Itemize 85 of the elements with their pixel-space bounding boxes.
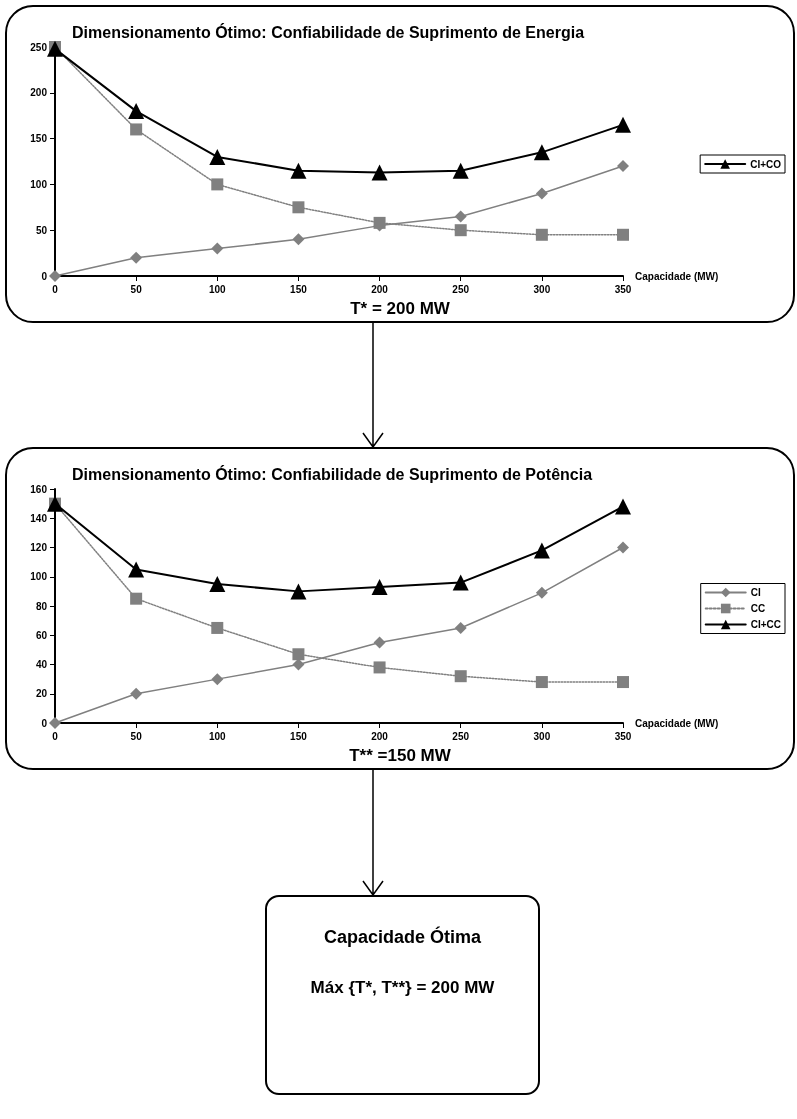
- chart-title: Dimensionamento Ótimo: Confiabilidade de Suprimento de Energia: [72, 22, 585, 41]
- point: [371, 578, 388, 595]
- point: [211, 178, 224, 191]
- x-tick-label: 0: [52, 283, 59, 295]
- point: [128, 561, 145, 578]
- x-tick-label: 0: [52, 730, 59, 742]
- x-tick-label: 100: [208, 730, 227, 742]
- y-tick-label: 60: [35, 629, 48, 641]
- point: [452, 574, 469, 591]
- point: [535, 228, 548, 241]
- x-tick-label: 300: [533, 283, 551, 295]
- point: [373, 661, 386, 674]
- x-tick-label: 350: [614, 283, 632, 295]
- x-tick-label: 200: [371, 730, 389, 742]
- text: T* = 200 MW: [350, 299, 451, 318]
- point: [617, 676, 629, 689]
- x-axis-title: Capacidade (MW): [635, 717, 719, 729]
- y-tick-label: 200: [30, 87, 48, 99]
- y-tick-label: 50: [35, 224, 48, 236]
- point: [373, 636, 386, 649]
- point: [211, 673, 224, 686]
- x-tick-label: 200: [371, 283, 389, 295]
- x-tick-label: 100: [208, 283, 227, 295]
- point: [209, 576, 226, 593]
- point: [128, 103, 145, 120]
- x-tick-label: 150: [290, 283, 308, 295]
- point: [290, 583, 307, 600]
- point: [211, 242, 224, 255]
- point: [292, 201, 305, 214]
- point: [454, 670, 467, 683]
- point: [130, 123, 143, 136]
- point: [371, 164, 388, 181]
- point: [533, 144, 550, 161]
- point: [209, 148, 226, 165]
- point: [617, 228, 629, 241]
- y-tick-label: 150: [30, 133, 48, 145]
- text: T** =150 MW: [349, 746, 452, 765]
- point: [617, 541, 629, 554]
- y-tick-label: 80: [35, 600, 48, 612]
- x-tick-label: 150: [290, 730, 308, 742]
- point: [535, 586, 548, 599]
- point: [535, 187, 548, 200]
- point: [130, 251, 143, 264]
- point: [454, 210, 467, 223]
- point: [211, 621, 224, 634]
- point: [292, 233, 305, 246]
- y-tick-label: 160: [30, 483, 48, 495]
- y-tick-label: 0: [41, 270, 48, 282]
- point: [290, 162, 307, 179]
- y-tick-label: 100: [30, 571, 48, 583]
- x-tick-label: 350: [614, 730, 632, 742]
- x-tick-label: 250: [452, 730, 470, 742]
- legend-label: CI+CC: [750, 619, 782, 630]
- y-tick-label: 20: [35, 688, 48, 700]
- point: [49, 717, 61, 729]
- x-tick-label: 50: [130, 283, 143, 295]
- text: Capacidade Ótima: [322, 927, 483, 948]
- y-tick-label: 40: [35, 659, 48, 670]
- point: [533, 542, 550, 559]
- point: [130, 687, 143, 700]
- legend-label: CI: [750, 587, 761, 598]
- point: [615, 116, 631, 133]
- x-axis-title: Capacidade (MW): [635, 270, 719, 282]
- point: [452, 162, 469, 179]
- point: [47, 40, 63, 57]
- x-tick-label: 50: [130, 730, 143, 742]
- y-tick-label: 0: [41, 717, 48, 729]
- point: [535, 676, 548, 689]
- point: [130, 592, 143, 605]
- x-tick-label: 300: [533, 730, 551, 742]
- legend-label: CC: [750, 603, 766, 614]
- x-tick-label: 250: [452, 283, 470, 295]
- text: Máx {T*, T**} = 200 MW: [309, 978, 496, 998]
- y-tick-label: 120: [30, 542, 48, 553]
- point: [49, 270, 61, 282]
- y-tick-label: 100: [30, 178, 48, 190]
- point: [292, 648, 305, 661]
- y-tick-label: 250: [30, 41, 48, 53]
- legend-label: CI+CO: [750, 158, 782, 170]
- point: [454, 224, 467, 237]
- point: [454, 621, 467, 634]
- point: [615, 498, 631, 515]
- point: [617, 160, 629, 173]
- y-tick-label: 140: [30, 512, 48, 524]
- chart-title: Dimensionamento Ótimo: Confiabilidade de Suprimento de Potência: [72, 464, 593, 483]
